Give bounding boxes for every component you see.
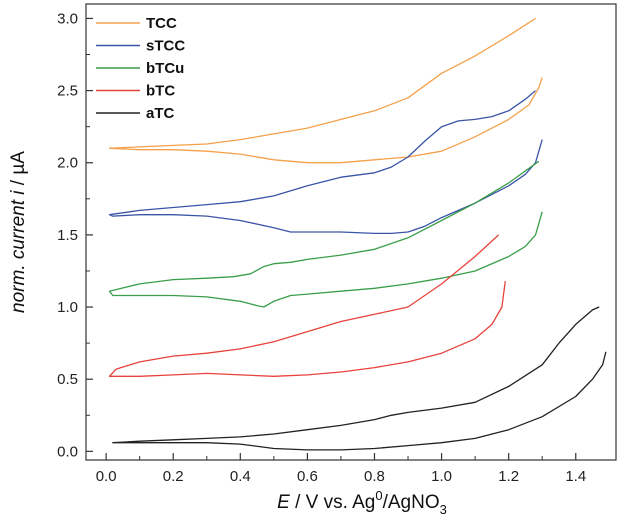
x-tick-label: 0.2 [163,468,184,485]
y-tick-label: 2.5 [57,83,78,100]
y-tick-label: 1.0 [57,299,78,316]
x-axis-title: E / V vs. Ag0/AgNO3 [277,488,447,516]
x-tick-label: 0.6 [297,468,318,485]
x-tick-label: 0.8 [364,468,385,485]
x-tick-label: 1.4 [565,468,586,485]
y-axis-title: norm. current i / µA [8,151,29,313]
series-line-tcc [108,17,543,164]
x-tick-label: 0.4 [230,468,251,485]
x-tick-label: 1.2 [498,468,519,485]
legend: TCC sTCC bTCu bTC aTC [96,15,185,122]
x-tick-label: 1.0 [431,468,452,485]
series-line-btc [108,234,506,377]
legend-label-atc: aTC [146,105,175,122]
y-tick-label: 0.5 [57,371,78,388]
series-line-atc [112,306,607,451]
legend-label-btc: bTC [146,83,175,100]
series-line-btcu [108,160,543,308]
y-tick-label: 1.5 [57,227,78,244]
legend-label-stcc: sTCC [146,38,185,55]
legend-label-btcu: bTCu [146,60,184,77]
y-tick-label: 3.0 [57,10,78,27]
legend-label-tcc: TCC [146,15,177,32]
axis-ticks: 0.0 0.2 0.4 0.6 0.8 1.0 1.2 1.4 0.0 0.5 1.0 1.5 2.0 2… [57,10,586,485]
y-tick-label: 2.0 [57,155,78,172]
series-line-stcc [108,90,543,235]
plot-frame [85,3,617,461]
y-tick-label: 0.0 [57,443,78,460]
series-lines [108,17,607,451]
x-tick-label: 0.0 [96,468,117,485]
